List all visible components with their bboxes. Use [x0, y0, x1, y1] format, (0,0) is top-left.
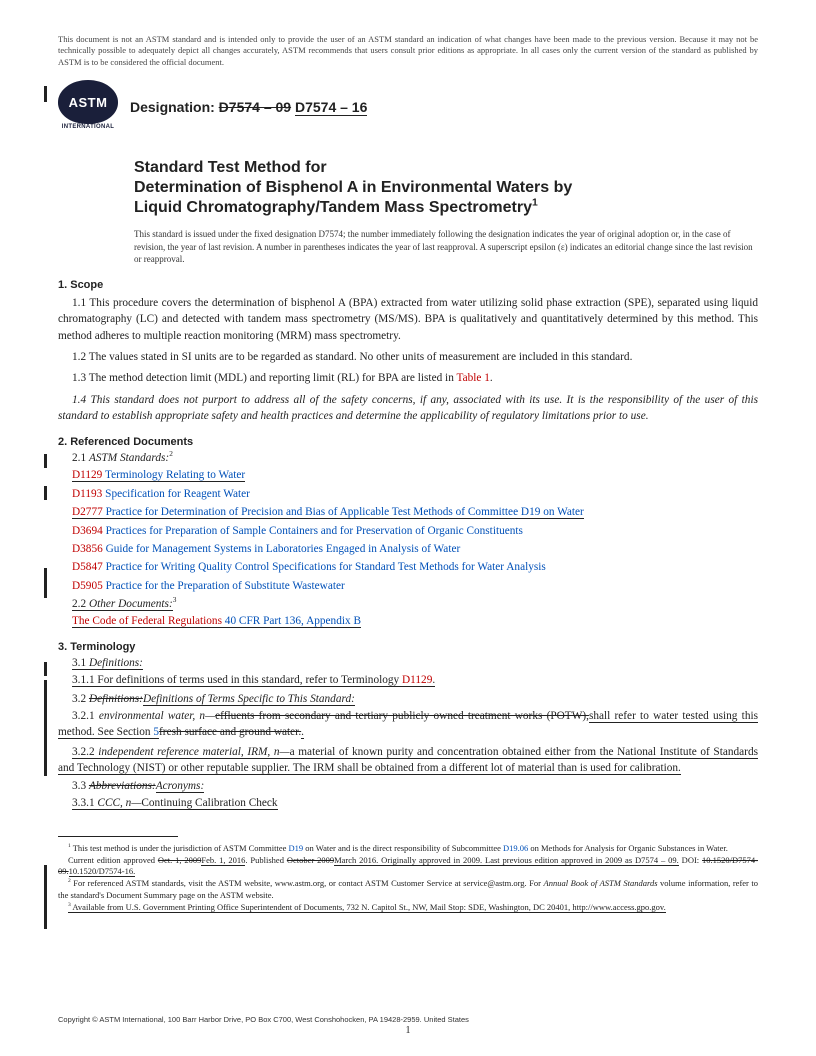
change-bar — [44, 662, 47, 676]
change-bar — [44, 486, 47, 500]
ref-d1193: D1193 Specification for Reagent Water — [58, 486, 758, 502]
designation: Designation: D7574 – 09 D7574 – 16 — [130, 99, 367, 115]
title-line2: Determination of Bisphenol A in Environm… — [134, 178, 758, 198]
ref-code-d5905[interactable]: D5905 — [72, 580, 103, 592]
ref-title-d1193[interactable]: Specification for Reagent Water — [102, 488, 250, 500]
refdocs-2-2: 2.2 Other Documents:3 — [58, 598, 758, 610]
ref-title-d5847[interactable]: Practice for Writing Quality Control Spe… — [103, 561, 546, 573]
term-3-2-2: 3.2.2 independent reference material, IR… — [58, 744, 758, 777]
change-bar — [44, 568, 47, 598]
change-bar — [44, 865, 47, 929]
cfr-ref: The Code of Federal Regulations 40 CFR P… — [58, 613, 758, 629]
cfr-link-b[interactable]: 40 CFR Part 136, Appendix B — [225, 615, 361, 627]
term-3-1: 3.1 Definitions: — [58, 657, 758, 669]
ref-d3856: D3856 Guide for Management Systems in La… — [58, 541, 758, 557]
title-sup: 1 — [532, 198, 538, 209]
ref-d1129: D1129 Terminology Relating to Water — [58, 467, 758, 483]
logo-subtext: INTERNATIONAL — [58, 124, 118, 130]
ref-code-d5847[interactable]: D5847 — [72, 561, 103, 573]
title-block: Standard Test Method for Determination o… — [134, 158, 758, 218]
scope-1-4: 1.4 This standard does not purport to ad… — [58, 392, 758, 425]
scope-1-3: 1.3 The method detection limit (MDL) and… — [58, 370, 758, 386]
d1129-link[interactable]: D1129 — [402, 674, 432, 686]
term-3-3: 3.3 Abbreviations:Acronyms: — [58, 780, 758, 792]
logo-text: ASTM — [69, 95, 108, 110]
ref-title-d5905[interactable]: Practice for the Preparation of Substitu… — [103, 580, 345, 592]
d19-06-link[interactable]: D19.06 — [503, 843, 528, 853]
designation-old: D7574 – 09 — [219, 99, 291, 115]
term-3-3-1: 3.3.1 CCC, n—Continuing Calibration Chec… — [58, 795, 758, 811]
change-bar — [44, 680, 47, 776]
designation-new: D7574 – 16 — [295, 99, 367, 116]
cfr-link-a[interactable]: The Code of Federal Regulations — [72, 615, 222, 627]
issue-note: This standard is issued under the fixed … — [134, 228, 758, 264]
term-3-1-1: 3.1.1 For definitions of terms used in t… — [58, 672, 758, 688]
astm-logo: ASTM INTERNATIONAL — [58, 80, 118, 134]
title-line1: Standard Test Method for — [134, 158, 758, 178]
ref-title-d2777[interactable]: Practice for Determination of Precision … — [103, 506, 584, 518]
change-bar — [44, 454, 47, 468]
disclaimer-text: This document is not an ASTM standard an… — [58, 34, 758, 68]
ref-d5905: D5905 Practice for the Preparation of Su… — [58, 578, 758, 594]
ref-code-d2777[interactable]: D2777 — [72, 506, 103, 518]
d19-link[interactable]: D19 — [289, 843, 304, 853]
footnote-2: 2 For referenced ASTM standards, visit t… — [58, 878, 758, 902]
copyright: Copyright © ASTM International, 100 Barr… — [58, 1015, 469, 1024]
ref-d5847: D5847 Practice for Writing Quality Contr… — [58, 559, 758, 575]
refdocs-2-1: 2.1 ASTM Standards:2 — [58, 452, 758, 464]
ref-title-d3694[interactable]: Practices for Preparation of Sample Cont… — [103, 525, 523, 537]
ref-code-d3856[interactable]: D3856 — [72, 543, 103, 555]
footnote-1b: Current edition approved Oct. 1, 2009Feb… — [58, 855, 758, 879]
table-1-link[interactable]: Table 1 — [456, 372, 489, 384]
terminology-head: 3. Terminology — [58, 641, 758, 653]
ref-code-d3694[interactable]: D3694 — [72, 525, 103, 537]
ref-title-d3856[interactable]: Guide for Management Systems in Laborato… — [103, 543, 460, 555]
footnote-3: 3 Available from U.S. Government Printin… — [58, 902, 758, 914]
designation-label: Designation: — [130, 99, 215, 115]
term-3-2-1: 3.2.1 environmental water, n—effluents f… — [58, 708, 758, 741]
change-bar — [44, 86, 47, 102]
ref-code-d1129[interactable]: D1129 — [72, 469, 102, 481]
ref-code-d1193[interactable]: D1193 — [72, 488, 102, 500]
refdocs-head: 2. Referenced Documents — [58, 436, 758, 448]
ref-d3694: D3694 Practices for Preparation of Sampl… — [58, 523, 758, 539]
footnote-1: 1 This test method is under the jurisdic… — [58, 843, 758, 855]
scope-head: 1. Scope — [58, 279, 758, 291]
ref-d2777: D2777 Practice for Determination of Prec… — [58, 504, 758, 520]
title-line3: Liquid Chromatography/Tandem Mass Spectr… — [134, 199, 532, 216]
ref-title-d1129[interactable]: Terminology Relating to Water — [102, 469, 245, 481]
scope-1-1: 1.1 This procedure covers the determinat… — [58, 295, 758, 344]
term-3-2: 3.2 Definitions:Definitions of Terms Spe… — [58, 693, 758, 705]
page-number: 1 — [0, 1025, 816, 1036]
header: ASTM INTERNATIONAL Designation: D7574 – … — [58, 80, 758, 134]
scope-1-2: 1.2 The values stated in SI units are to… — [58, 349, 758, 365]
footnote-rule — [58, 836, 178, 837]
